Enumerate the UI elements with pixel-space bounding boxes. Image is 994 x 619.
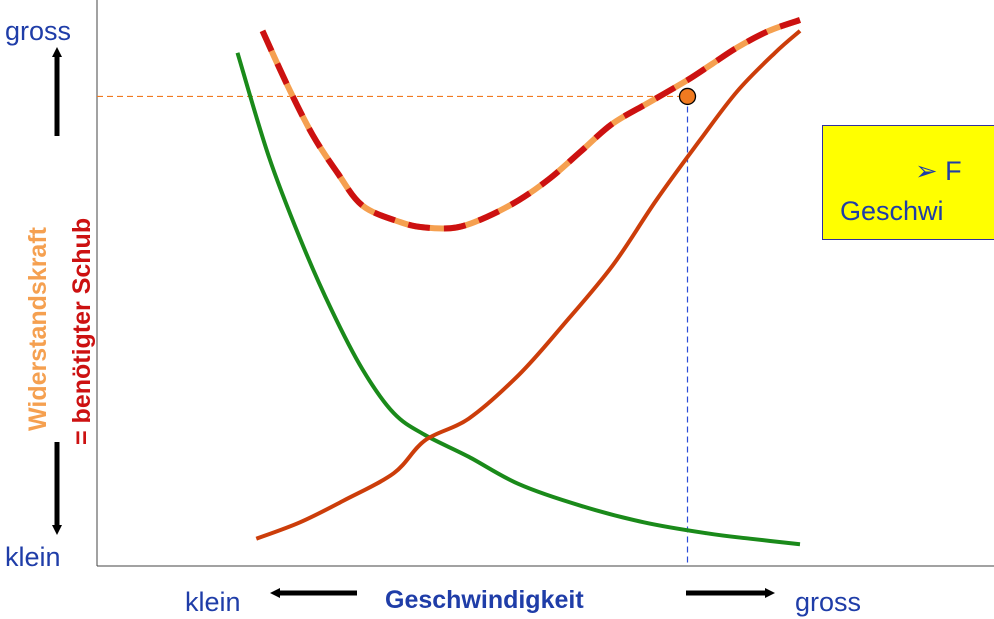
operating-point-marker bbox=[678, 87, 697, 106]
callout-line1: ➢ F bbox=[915, 156, 962, 186]
series-3-line bbox=[259, 17, 801, 232]
series-1-line bbox=[235, 52, 801, 547]
y-label-line1: Widerstandskraft bbox=[24, 226, 52, 431]
y-high-label: gross bbox=[5, 16, 71, 46]
x-axis-label: Geschwindigkeit bbox=[385, 586, 584, 614]
x-low-label: klein bbox=[185, 587, 241, 617]
callout-line2: Geschwi bbox=[840, 196, 944, 226]
y-label-line2: = benötigter Schub bbox=[68, 218, 96, 445]
y-low-label: klein bbox=[5, 542, 61, 572]
series-2-line bbox=[255, 29, 802, 541]
series-3-base-line bbox=[259, 17, 801, 232]
x-high-label: gross bbox=[795, 587, 861, 617]
callout-box: ➢ F Geschwi bbox=[822, 125, 994, 240]
